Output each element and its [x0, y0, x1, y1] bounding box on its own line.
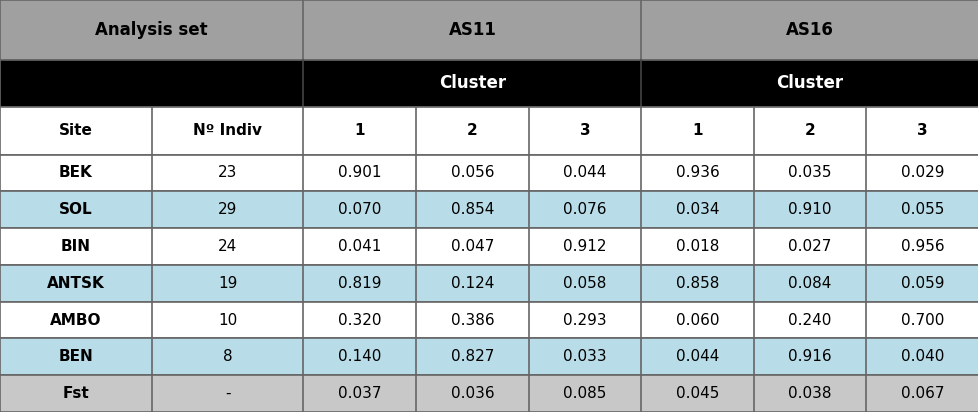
Text: 0.910: 0.910: [787, 202, 831, 217]
Text: Cluster: Cluster: [438, 75, 506, 92]
Text: 0.035: 0.035: [787, 165, 831, 180]
Text: 0.047: 0.047: [450, 239, 494, 254]
Text: 0.038: 0.038: [787, 386, 831, 401]
Text: 8: 8: [223, 349, 232, 364]
Bar: [0, 107, 978, 154]
Text: 2: 2: [804, 123, 815, 138]
Text: 0.067: 0.067: [900, 386, 944, 401]
Text: Analysis set: Analysis set: [95, 21, 208, 39]
Text: 2: 2: [467, 123, 477, 138]
Bar: [0, 191, 978, 228]
Text: 0.085: 0.085: [562, 386, 606, 401]
Text: 0.936: 0.936: [675, 165, 719, 180]
Text: AS16: AS16: [785, 21, 833, 39]
Text: 0.033: 0.033: [562, 349, 606, 364]
Text: 0.124: 0.124: [450, 276, 494, 291]
Text: 0.901: 0.901: [337, 165, 381, 180]
Text: 10: 10: [218, 313, 237, 328]
Text: 0.034: 0.034: [675, 202, 719, 217]
Text: 3: 3: [916, 123, 927, 138]
Text: 0.854: 0.854: [450, 202, 494, 217]
Text: BEK: BEK: [59, 165, 93, 180]
Text: 0.027: 0.027: [787, 239, 831, 254]
Text: 19: 19: [218, 276, 237, 291]
Text: -: -: [225, 386, 230, 401]
Text: Fst: Fst: [63, 386, 89, 401]
Text: Site: Site: [59, 123, 93, 138]
Text: ANTSK: ANTSK: [47, 276, 105, 291]
Bar: [0, 228, 978, 265]
Text: 1: 1: [354, 123, 365, 138]
Text: 0.293: 0.293: [562, 313, 606, 328]
Text: SOL: SOL: [59, 202, 93, 217]
Text: 0.059: 0.059: [900, 276, 944, 291]
Text: 0.029: 0.029: [900, 165, 944, 180]
Text: 0.018: 0.018: [675, 239, 719, 254]
Text: 0.040: 0.040: [900, 349, 944, 364]
Text: 0.055: 0.055: [900, 202, 944, 217]
Bar: [0, 154, 978, 191]
Text: 0.912: 0.912: [562, 239, 606, 254]
Text: Nº Indiv: Nº Indiv: [193, 123, 262, 138]
Text: AMBO: AMBO: [50, 313, 102, 328]
Text: 0.045: 0.045: [675, 386, 719, 401]
Text: 0.060: 0.060: [675, 313, 719, 328]
Text: Cluster: Cluster: [776, 75, 843, 92]
Text: 0.827: 0.827: [450, 349, 494, 364]
Text: 0.058: 0.058: [562, 276, 606, 291]
Text: 0.916: 0.916: [787, 349, 831, 364]
Text: 0.956: 0.956: [900, 239, 944, 254]
Text: 0.056: 0.056: [450, 165, 494, 180]
Text: 0.037: 0.037: [337, 386, 381, 401]
Text: 0.140: 0.140: [337, 349, 381, 364]
Text: 0.320: 0.320: [337, 313, 381, 328]
Text: 0.036: 0.036: [450, 386, 494, 401]
Text: 0.041: 0.041: [337, 239, 381, 254]
Bar: [0, 338, 978, 375]
Text: 0.076: 0.076: [562, 202, 606, 217]
Text: 29: 29: [218, 202, 237, 217]
Text: 0.084: 0.084: [787, 276, 831, 291]
Text: 3: 3: [579, 123, 590, 138]
Bar: [0, 302, 978, 338]
Text: 0.858: 0.858: [675, 276, 719, 291]
Text: 0.386: 0.386: [450, 313, 494, 328]
Bar: [0, 265, 978, 302]
Bar: [0, 375, 978, 412]
Text: 0.240: 0.240: [787, 313, 831, 328]
Bar: [0, 0, 978, 60]
Text: 24: 24: [218, 239, 237, 254]
Text: 0.070: 0.070: [337, 202, 381, 217]
Text: 0.044: 0.044: [562, 165, 606, 180]
Text: 1: 1: [691, 123, 702, 138]
Text: 0.819: 0.819: [337, 276, 381, 291]
Text: 0.044: 0.044: [675, 349, 719, 364]
Bar: [0, 60, 978, 107]
Text: BIN: BIN: [61, 239, 91, 254]
Text: BEN: BEN: [59, 349, 93, 364]
Text: AS11: AS11: [448, 21, 496, 39]
Text: 23: 23: [218, 165, 237, 180]
Text: 0.700: 0.700: [900, 313, 944, 328]
